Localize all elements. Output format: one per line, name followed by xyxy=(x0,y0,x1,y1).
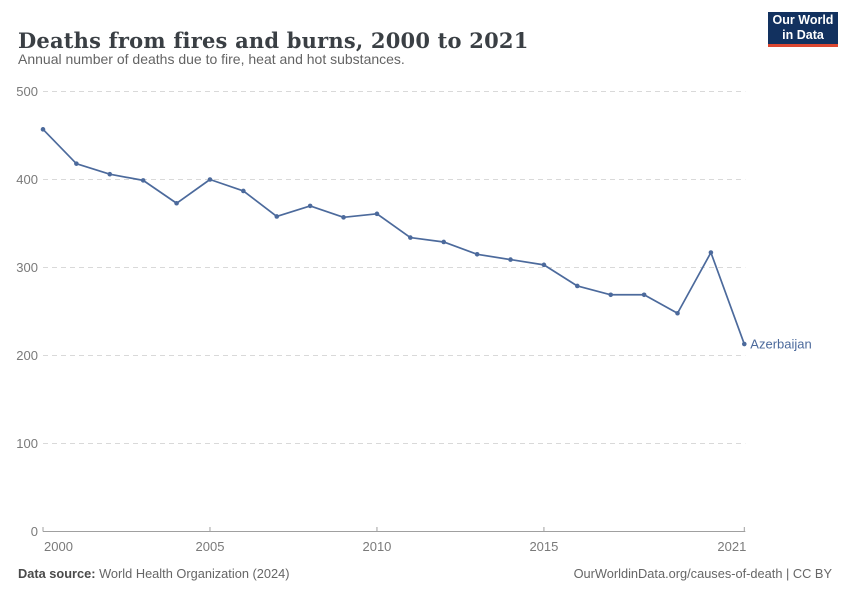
owid-logo-line2: in Data xyxy=(782,28,824,42)
data-point[interactable] xyxy=(107,171,113,177)
x-tick-label: 2015 xyxy=(529,539,558,554)
data-point[interactable] xyxy=(40,127,46,132)
chart-subtitle: Annual number of deaths due to fire, hea… xyxy=(18,51,405,67)
data-point[interactable] xyxy=(508,257,513,262)
data-point[interactable] xyxy=(207,177,213,182)
owid-logo-line1: Our World xyxy=(772,13,834,27)
data-point[interactable] xyxy=(541,262,547,268)
y-tick-label: 0 xyxy=(31,524,38,539)
data-point[interactable] xyxy=(307,203,313,209)
data-point[interactable] xyxy=(675,310,680,316)
data-point[interactable] xyxy=(575,283,580,289)
data-point[interactable] xyxy=(140,178,146,183)
data-point[interactable] xyxy=(408,235,413,240)
x-tick-label: 2021 xyxy=(717,539,746,554)
data-point[interactable] xyxy=(274,214,280,219)
chart-title: Deaths from fires and burns, 2000 to 202… xyxy=(18,28,529,54)
y-tick-label: 100 xyxy=(16,436,38,451)
data-source: Data source: World Health Organization (… xyxy=(18,566,289,581)
data-point[interactable] xyxy=(341,215,346,220)
data-point[interactable] xyxy=(608,292,614,298)
owid-logo[interactable]: Our World in Data xyxy=(768,12,838,47)
data-point[interactable] xyxy=(74,161,79,166)
y-tick-label: 400 xyxy=(16,172,38,187)
series-line[interactable] xyxy=(42,128,746,345)
data-point[interactable] xyxy=(474,252,480,257)
entity-label[interactable]: Azerbaijan xyxy=(750,337,811,352)
data-point[interactable] xyxy=(241,188,246,194)
data-point[interactable] xyxy=(742,341,747,347)
chart-footer: Data source: World Health Organization (… xyxy=(18,566,832,581)
x-tick-label: 2005 xyxy=(196,539,225,554)
x-tick-label: 2000 xyxy=(44,539,73,554)
x-tick-label: 2010 xyxy=(362,539,391,554)
owid-citation-link[interactable]: OurWorldinData.org/causes-of-death | CC … xyxy=(573,566,832,581)
data-source-value: World Health Organization (2024) xyxy=(95,566,290,581)
y-tick-label: 500 xyxy=(16,84,38,99)
data-point[interactable] xyxy=(374,211,380,217)
data-point[interactable] xyxy=(641,292,647,298)
data-point[interactable] xyxy=(441,239,447,245)
data-point[interactable] xyxy=(174,200,179,206)
y-tick-label: 300 xyxy=(16,260,38,275)
y-tick-label: 200 xyxy=(16,348,38,363)
data-point[interactable] xyxy=(708,250,714,255)
data-source-label: Data source: xyxy=(18,566,96,581)
